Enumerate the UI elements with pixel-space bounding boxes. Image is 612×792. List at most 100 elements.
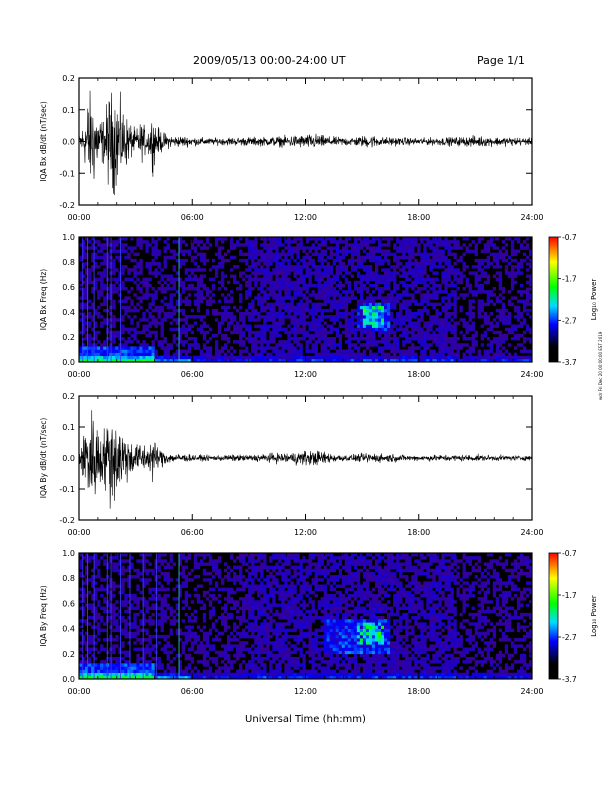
bx-spectrogram-cell bbox=[447, 302, 451, 307]
bx-spectrogram-cell bbox=[468, 283, 472, 288]
by-spectrogram-cell bbox=[100, 606, 104, 610]
bx-spectrogram-cell bbox=[453, 352, 457, 357]
by-spectrogram-cell bbox=[133, 612, 137, 617]
by-spectrogram-cell bbox=[214, 634, 219, 639]
bx-spectrogram-cell bbox=[390, 318, 394, 322]
bx-spectrogram-cell bbox=[220, 349, 225, 353]
bx-spectrogram-cell bbox=[133, 308, 137, 313]
bx-spectrogram-cell bbox=[199, 330, 204, 335]
bx-spectrogram-cell bbox=[317, 355, 321, 360]
bx-spectrogram-cell bbox=[202, 321, 207, 325]
bx-spectrogram-cell bbox=[483, 352, 487, 357]
bx-spectrogram-cell bbox=[516, 333, 521, 338]
bx-spectrogram-cell bbox=[233, 265, 237, 269]
bx-spectrogram-cell bbox=[103, 287, 107, 291]
by-spectrogram-cell bbox=[157, 634, 161, 639]
by-spectrogram-cell bbox=[88, 669, 92, 673]
bx-spectrogram-cell bbox=[374, 262, 379, 266]
bx-spectrogram-cell bbox=[411, 330, 415, 335]
bx-spectrogram-cell bbox=[245, 268, 249, 272]
bx-spectrogram-cell bbox=[272, 252, 276, 257]
bx-spectrogram-cell bbox=[136, 324, 140, 328]
bx-spectrogram-cell bbox=[347, 349, 352, 353]
bx-spectrogram-cell bbox=[326, 246, 330, 250]
bx-spectrogram-cell bbox=[522, 321, 527, 325]
bx-spectrogram-cell bbox=[145, 277, 149, 282]
bx-spectrogram-cell bbox=[432, 305, 436, 310]
by-spectrogram-cell bbox=[103, 622, 107, 626]
bx-spectrogram-cell bbox=[368, 358, 373, 363]
bx-spectrogram-cell bbox=[245, 308, 249, 313]
bx-spectrogram-cell bbox=[525, 337, 530, 341]
bx-spectrogram-cell bbox=[278, 252, 282, 257]
bx-spectrogram-cell bbox=[381, 358, 385, 363]
bx-spectrogram-cell bbox=[408, 249, 412, 253]
bx-spectrogram-cell bbox=[492, 243, 497, 247]
by-spectrogram-cell bbox=[178, 590, 182, 595]
by-spectrogram-cell bbox=[223, 619, 228, 623]
bx-spectrogram-cell bbox=[199, 255, 204, 260]
bx-spectrogram-cell bbox=[459, 271, 463, 275]
by-spectrogram-cell bbox=[178, 669, 182, 673]
bx-spectrogram-cell bbox=[82, 293, 86, 297]
bx-spectrogram-cell bbox=[187, 337, 192, 341]
bx-dbdt-y-tick-label: -0.2 bbox=[59, 201, 75, 210]
bx-spectrogram-cell bbox=[220, 271, 225, 275]
bx-spectrogram-cell bbox=[516, 240, 521, 244]
by-spectrogram-cell bbox=[133, 631, 137, 636]
bx-spectrogram-cell bbox=[296, 265, 300, 269]
bx-spectrogram-cell bbox=[444, 271, 448, 275]
bx-spectrogram-cell bbox=[347, 324, 352, 328]
bx-spectrogram-cell bbox=[480, 358, 484, 363]
bx-spectrogram-cell bbox=[226, 258, 231, 263]
bx-spectrogram-cell bbox=[184, 358, 189, 363]
by-spectrogram-cell bbox=[184, 672, 189, 677]
bx-spectrogram-cell bbox=[178, 340, 182, 344]
bx-spectrogram-cell bbox=[362, 324, 367, 328]
bx-spectrogram-cell bbox=[396, 283, 400, 288]
bx-spectrogram-cell bbox=[441, 321, 445, 325]
bx-spectrogram-cell bbox=[522, 299, 527, 303]
bx-spectrogram-cell bbox=[323, 349, 327, 353]
by-spectrogram-cell bbox=[157, 606, 161, 610]
by-spectrogram-cell bbox=[166, 663, 170, 667]
bx-spectrogram-cell bbox=[411, 352, 415, 357]
bx-spectrogram-cell bbox=[317, 237, 321, 241]
bx-spectrogram-cell bbox=[79, 330, 83, 335]
bx-spectrogram-cell bbox=[91, 346, 95, 350]
bx-spectrogram-cell bbox=[287, 355, 291, 360]
bx-spectrogram-cell bbox=[371, 271, 376, 275]
bx-spectrogram-cell bbox=[100, 352, 104, 357]
bx-spectrogram-cell bbox=[444, 240, 448, 244]
bx-spectrogram-cell bbox=[326, 280, 330, 285]
bx-spectrogram-cell bbox=[199, 299, 204, 303]
bx-spectrogram-cell bbox=[483, 274, 487, 278]
bx-spectrogram-cell bbox=[290, 349, 294, 353]
bx-spectrogram-cell bbox=[477, 283, 481, 288]
bx-spectrogram-cell bbox=[432, 330, 436, 335]
by-spectrogram-cell bbox=[178, 660, 182, 664]
by-spectrogram-cell bbox=[166, 666, 170, 670]
bx-spectrogram-cell bbox=[483, 321, 487, 325]
bx-spectrogram-cell bbox=[414, 243, 418, 247]
bx-spectrogram-cell bbox=[296, 343, 300, 347]
bx-spectrogram-cell bbox=[202, 268, 207, 272]
bx-spectrogram-cell bbox=[187, 274, 192, 278]
bx-spectrogram-cell bbox=[420, 327, 424, 332]
bx-spectrogram-cell bbox=[184, 302, 189, 307]
bx-spectrogram-cell bbox=[239, 315, 243, 319]
by-spectrogram-cell bbox=[79, 571, 83, 576]
bx-spectrogram-cell bbox=[510, 277, 515, 282]
bx-spectrogram-cell bbox=[172, 333, 176, 338]
bx-spectrogram-cell bbox=[94, 333, 98, 338]
bx-spectrogram-cell bbox=[387, 277, 391, 282]
by-spectrogram-cell bbox=[142, 612, 146, 617]
bx-spectrogram-cell bbox=[359, 312, 364, 316]
bx-spectrogram-cell bbox=[426, 299, 430, 303]
by-spectrogram-cell bbox=[142, 603, 146, 607]
bx-spectrogram-cell bbox=[507, 315, 512, 319]
bx-spectrogram-cell bbox=[290, 346, 294, 350]
bx-spectrogram-cell bbox=[302, 312, 306, 316]
bx-spectrogram-cell bbox=[441, 358, 445, 363]
bx-spectrogram-cell bbox=[468, 249, 472, 253]
